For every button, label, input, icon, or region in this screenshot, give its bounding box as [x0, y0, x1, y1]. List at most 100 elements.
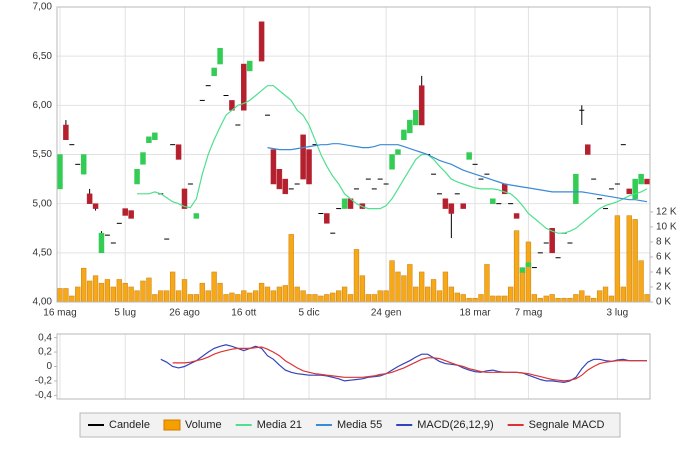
y-tick-label: 4,50: [33, 247, 53, 258]
volume-bar: [371, 294, 377, 303]
candle-body: [57, 154, 63, 190]
volume-bar: [543, 295, 549, 303]
volume-bar: [585, 295, 591, 303]
candle-body: [258, 21, 265, 62]
volume-bar: [330, 292, 336, 303]
candle-body: [513, 213, 520, 219]
series-line: [160, 344, 647, 384]
y2-tick-label: 12 K: [656, 207, 677, 218]
volume-bar: [86, 280, 93, 303]
candle-body: [418, 85, 425, 126]
volume-bar: [175, 290, 182, 303]
volume-bar: [484, 264, 490, 303]
label-layer: 16 mag 5 lug 26 ago 16 ott 5 dic 24 gen 18 mar…: [33, 2, 677, 401]
volume-bar: [614, 215, 621, 303]
volume-bar: [122, 282, 128, 303]
legend-label: Candele: [109, 419, 150, 431]
volume-bar: [525, 241, 532, 303]
volume-bar: [454, 292, 460, 303]
candle-body: [490, 198, 496, 204]
volume-bar: [247, 292, 253, 303]
volume-bar: [442, 271, 449, 303]
volume-bar: [377, 290, 383, 303]
volume-bar: [92, 275, 99, 303]
volume-bar: [365, 294, 371, 303]
volume-bar: [383, 290, 389, 303]
data-layer: [57, 6, 650, 384]
candle-body: [282, 178, 289, 195]
volume-bar: [312, 294, 318, 303]
legend-label: Media 21: [257, 419, 302, 431]
y2-tick-label: 2 K: [656, 282, 671, 293]
candle-body: [519, 267, 526, 273]
volume-bar: [104, 279, 111, 303]
volume-bar: [235, 294, 241, 303]
x-tick-label: 26 ago: [169, 308, 200, 319]
candle-body: [407, 119, 413, 134]
candle-body: [460, 203, 466, 209]
candle-body: [246, 60, 253, 72]
candle-body: [525, 262, 532, 267]
candle-body: [98, 232, 105, 254]
volume-bar: [419, 271, 425, 303]
x-tick-label: 18 mar: [460, 308, 492, 319]
volume-bar: [395, 271, 401, 303]
volume-bar: [187, 294, 194, 303]
volume-bar: [401, 275, 407, 303]
frame-layer: [56, 6, 651, 400]
volume-bar: [626, 215, 632, 303]
y-tick-label: 5,00: [33, 198, 53, 209]
volume-bar: [336, 290, 342, 303]
legend-label: Segnale MACD: [529, 419, 605, 431]
volume-bar: [513, 230, 520, 303]
candle-body: [442, 198, 449, 209]
price-panel-frame: [56, 6, 651, 303]
volume-bar: [638, 260, 644, 303]
candle-body: [128, 210, 134, 219]
candle-body: [341, 198, 348, 209]
volume-bar: [57, 288, 63, 303]
volume-bar: [116, 279, 122, 303]
volume-bar: [602, 286, 609, 303]
candle-body: [549, 228, 555, 254]
candle-body: [92, 203, 99, 209]
volume-bar: [306, 294, 312, 303]
volume-bar: [448, 286, 455, 303]
volume-bar: [63, 288, 69, 303]
volume-bar: [128, 286, 134, 303]
volume-bar: [608, 295, 615, 303]
candle-body: [300, 134, 306, 180]
y-tick-label: 0,2: [38, 347, 52, 358]
y-tick-label: 0: [46, 361, 52, 372]
volume-bar: [223, 294, 229, 303]
legend-label: Media 55: [337, 419, 382, 431]
y-tick-label: 5,50: [33, 149, 53, 160]
y-tick-label: 6,00: [33, 100, 53, 111]
x-tick-label: 3 lug: [607, 308, 629, 319]
volume-bar: [466, 297, 472, 303]
volume-bar: [110, 286, 117, 303]
volume-bar: [341, 286, 348, 303]
volume-bar: [579, 290, 585, 303]
volume-bar: [217, 282, 223, 303]
volume-bar: [424, 286, 431, 303]
series-line: [267, 143, 648, 203]
volume-bar: [193, 294, 200, 303]
volume-bar: [241, 290, 247, 303]
candle-body: [122, 208, 128, 216]
candle-body: [324, 213, 330, 224]
x-tick-label: 16 ott: [231, 308, 256, 319]
volume-bar: [407, 264, 413, 303]
candle-body: [211, 67, 217, 77]
candle-body: [193, 213, 200, 219]
series-line: [137, 85, 648, 234]
volume-bar: [69, 295, 75, 303]
volume-bar: [460, 294, 466, 303]
candle-body: [632, 178, 638, 199]
volume-bar: [620, 286, 626, 303]
series-line: [172, 346, 647, 382]
x-tick-label: 5 lug: [114, 308, 136, 319]
volume-bar: [258, 282, 265, 303]
volume-bar: [413, 286, 419, 303]
volume-bar: [270, 290, 277, 303]
